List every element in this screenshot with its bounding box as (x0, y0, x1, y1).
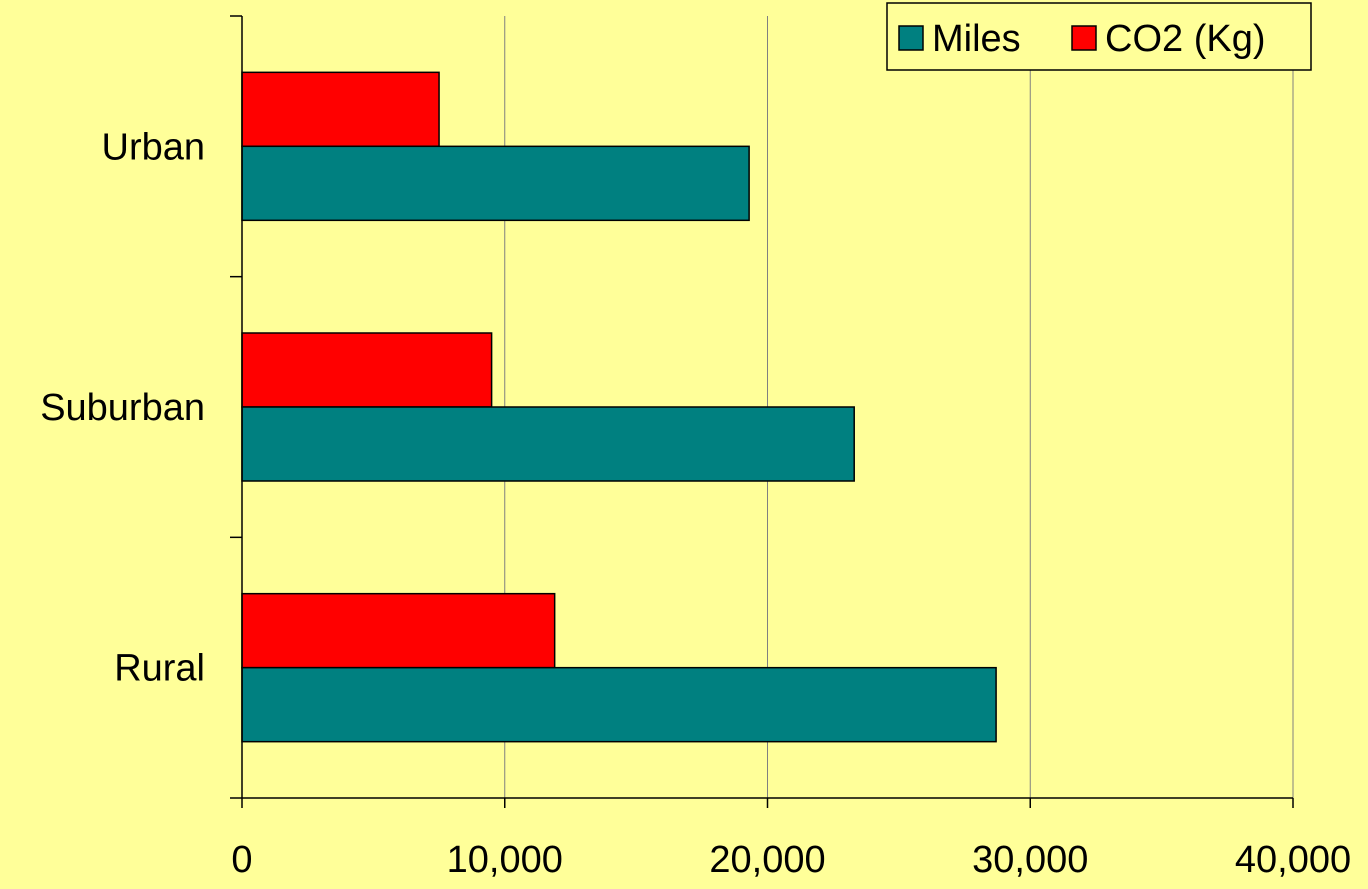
legend-box (886, 2, 1312, 71)
bar-co2-rural (241, 592, 556, 669)
legend: Miles CO2 (Kg) (886, 2, 1312, 71)
category-label: Suburban (40, 387, 205, 429)
legend-swatch (1071, 25, 1097, 51)
x-tick-label: 0 (231, 839, 252, 881)
legend-label: Miles (932, 18, 1021, 60)
bars-layer (241, 71, 997, 743)
x-tick-label: 20,000 (709, 839, 825, 881)
labels-layer: Urban Suburban Rural 0 10,000 20,000 30,000 40,… (40, 126, 1351, 881)
x-tick-label: 40,000 (1235, 839, 1351, 881)
bar-miles-urban (241, 145, 750, 222)
legend-swatch (898, 25, 924, 51)
category-label: Rural (114, 648, 205, 690)
bar-miles-rural (241, 666, 997, 743)
category-label: Urban (102, 126, 206, 168)
x-tick-label: 10,000 (447, 839, 563, 881)
bar-co2-urban (241, 71, 440, 148)
bar-miles-suburban (241, 406, 855, 482)
axes-layer (230, 15, 1294, 808)
legend-label: CO2 (Kg) (1105, 18, 1265, 60)
bar-co2-suburban (241, 332, 493, 408)
x-tick-label: 30,000 (972, 839, 1088, 881)
